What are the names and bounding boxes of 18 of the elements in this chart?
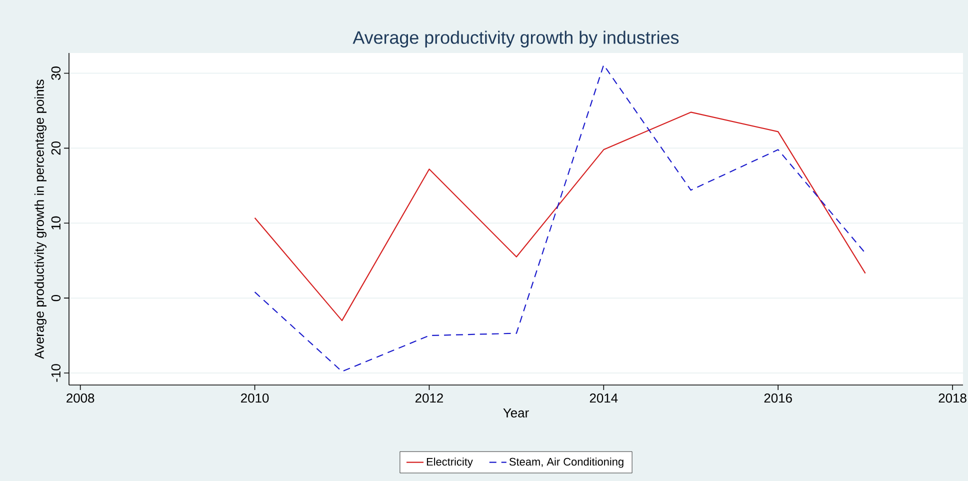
y-tick-label: 20 (51, 141, 61, 155)
x-tick-label: 2018 (938, 394, 966, 403)
y-tick-label: 10 (51, 216, 61, 230)
line-series (254, 64, 866, 372)
legend-label: Steam, Air Conditioning (509, 458, 624, 468)
chart-title: Average productivity growth by industries (352, 30, 679, 48)
y-tick-label: 0 (51, 294, 61, 302)
legend-label: Electricity (426, 458, 473, 468)
line-series (254, 112, 866, 322)
x-tick-label: 2010 (241, 394, 269, 403)
y-axis-title: Average productivity growth in percentage points (34, 80, 46, 359)
x-tick-label: 2016 (764, 394, 792, 403)
x-tick-label: 2012 (415, 394, 443, 403)
x-tick-label: 2014 (590, 394, 618, 403)
x-tick-label: 2008 (66, 394, 94, 403)
x-axis-title: Year (503, 408, 529, 418)
y-tick-label: 30 (51, 66, 61, 80)
y-tick-label: -10 (51, 364, 61, 382)
